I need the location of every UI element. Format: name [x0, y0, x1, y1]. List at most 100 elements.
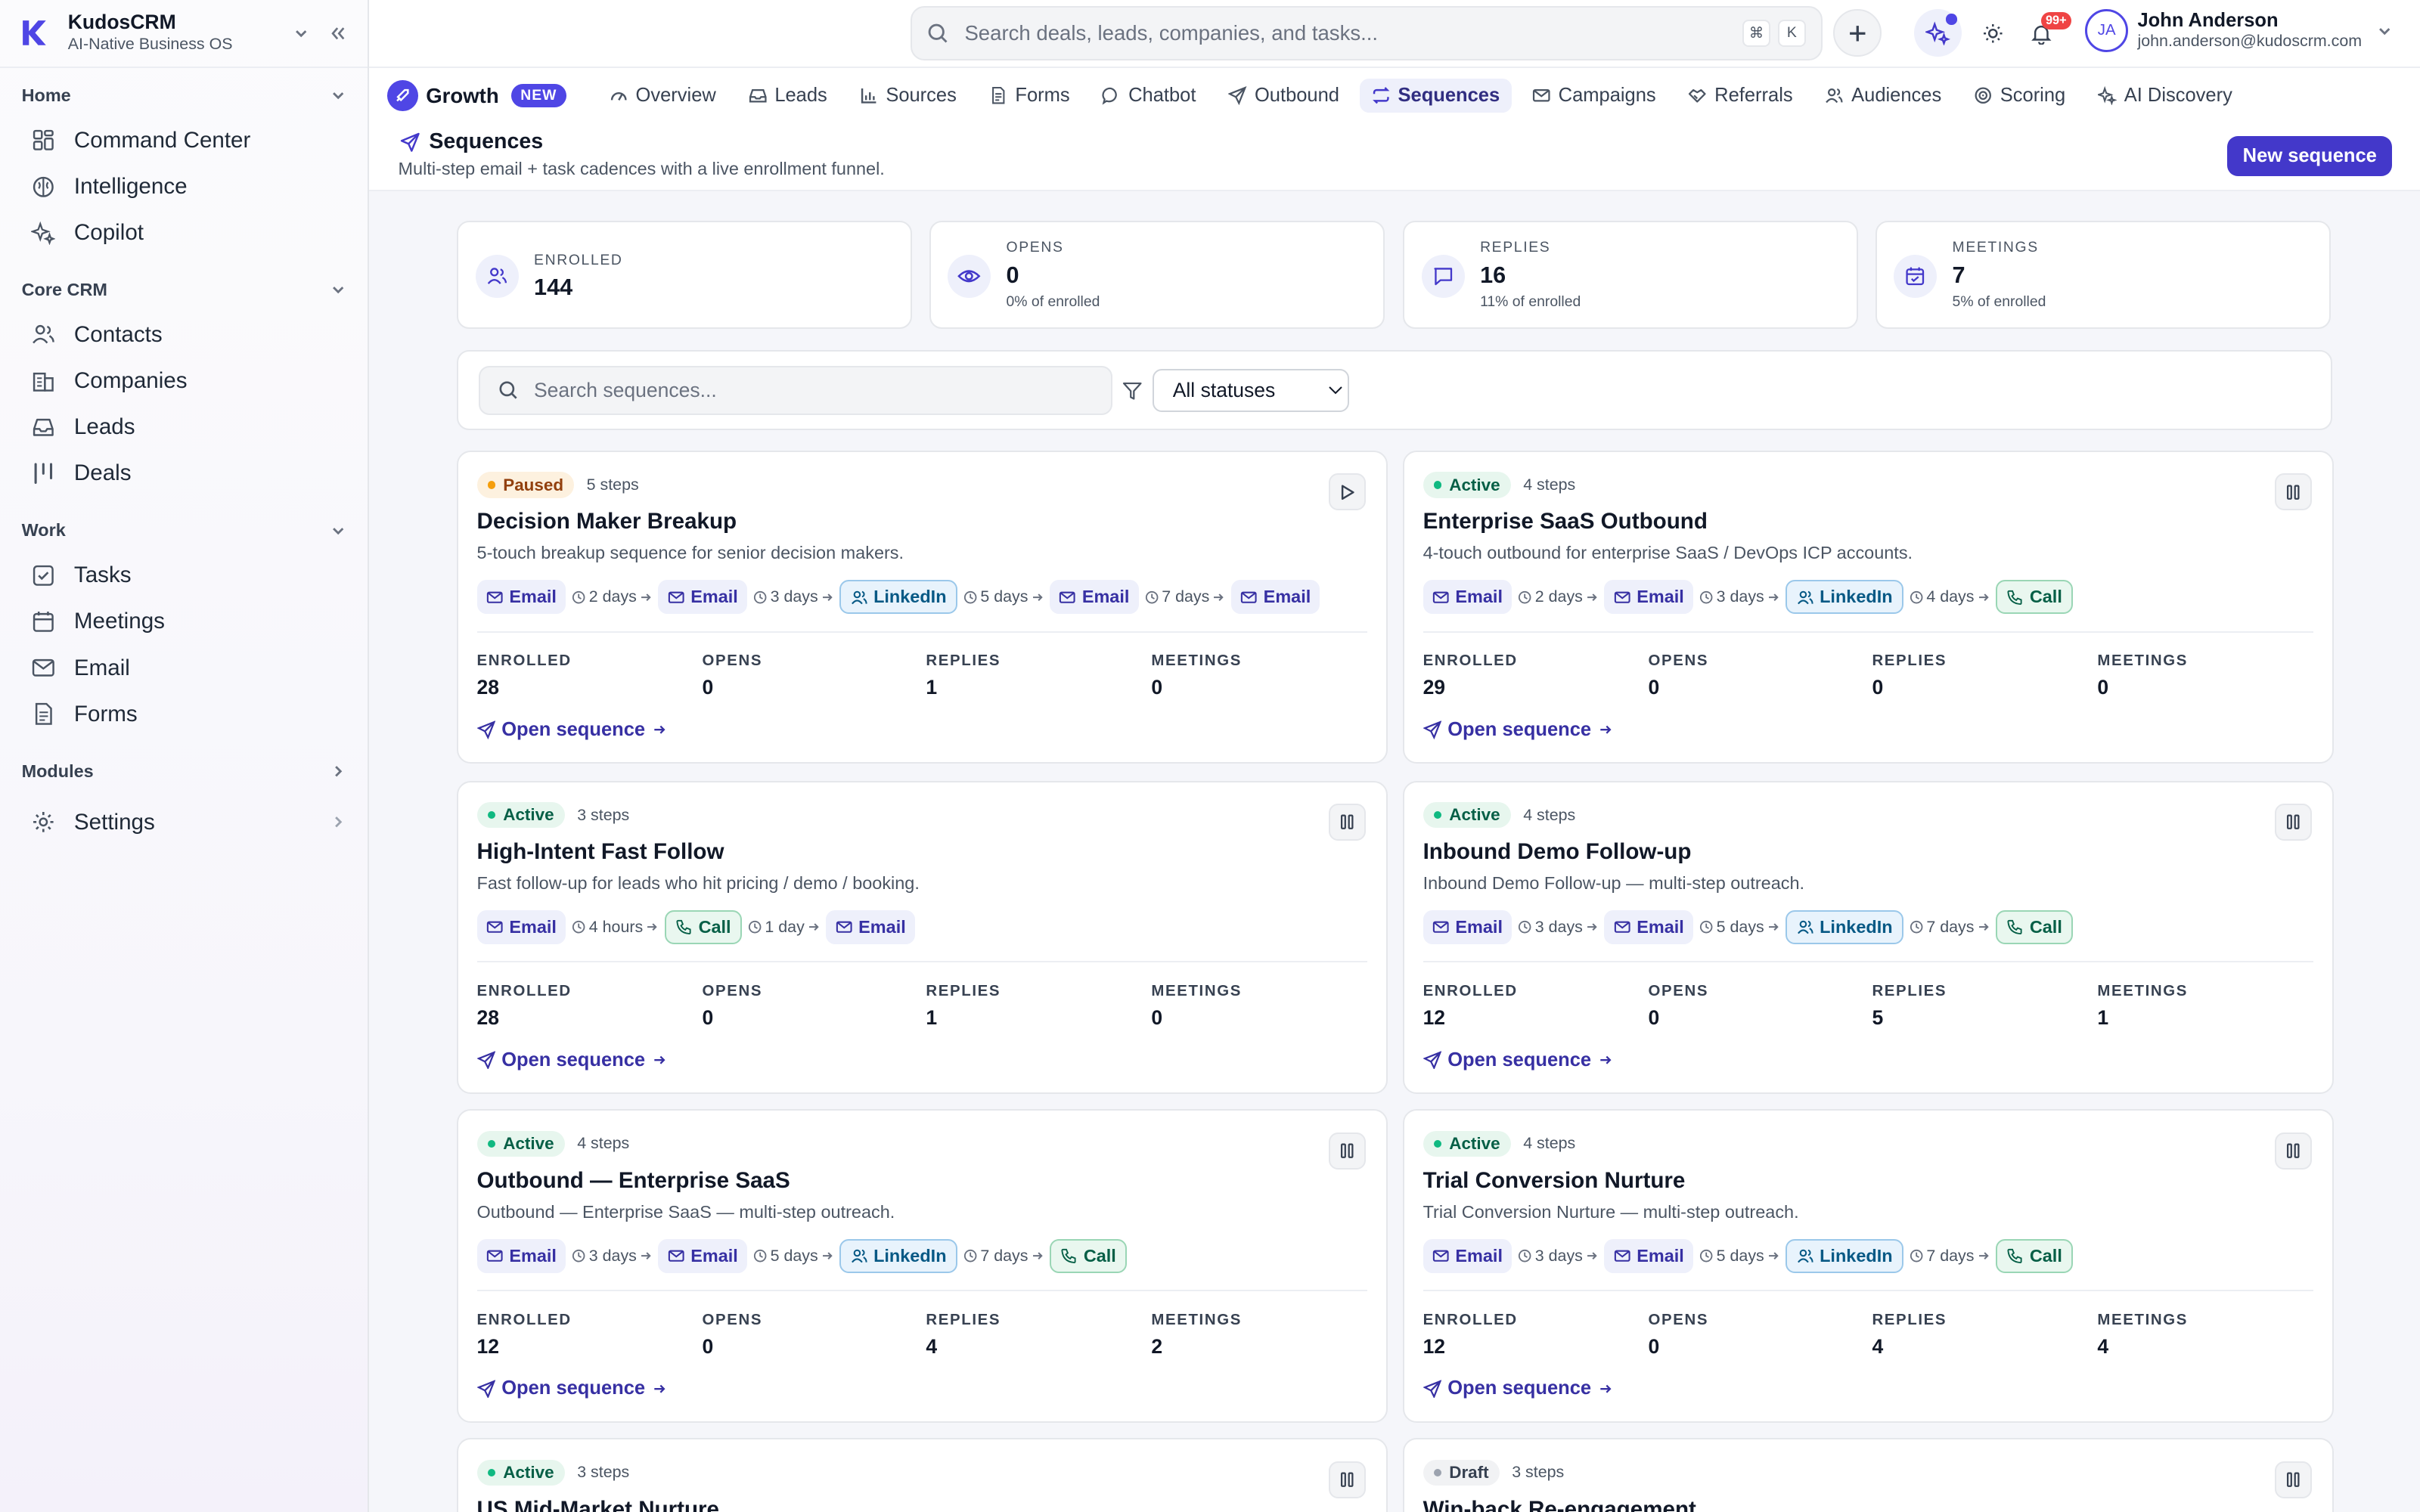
chevron-down-icon [330, 282, 346, 297]
pause-sequence-button[interactable] [2275, 473, 2313, 511]
metric-label: OPENS [1648, 652, 1709, 670]
sequence-title[interactable]: High-Intent Fast Follow [476, 839, 724, 865]
tab-referrals[interactable]: Referrals [1676, 79, 1805, 113]
sidebar-item-tasks[interactable]: Tasks [22, 552, 346, 598]
tab-forms[interactable]: Forms [976, 79, 1082, 113]
pause-sequence-button[interactable] [1329, 1461, 1367, 1498]
pause-sequence-button[interactable] [2275, 1461, 2313, 1498]
tab-label: Overview [635, 85, 716, 107]
open-sequence-link[interactable]: Open sequence [476, 1377, 667, 1399]
sequence-title[interactable]: Enterprise SaaS Outbound [1423, 509, 1708, 534]
tab-outbound[interactable]: Outbound [1216, 79, 1351, 113]
sequence-steps: Email 4 hours Call 1 day Email [476, 910, 915, 944]
tab-campaigns[interactable]: Campaigns [1520, 79, 1668, 113]
tab-leads[interactable]: Leads [736, 79, 839, 113]
tab-ai-discovery[interactable]: AI Discovery [2086, 79, 2245, 113]
theme-toggle-button[interactable] [1969, 9, 2017, 57]
sidebar-item-leads[interactable]: Leads [22, 404, 346, 451]
sidebar-item-deals[interactable]: Deals [22, 451, 346, 497]
sidebar-item-settings[interactable]: Settings [22, 799, 346, 845]
arrow-right-icon [640, 1250, 652, 1262]
sidebar-item-contacts[interactable]: Contacts [22, 311, 346, 358]
notifications-button[interactable]: 99+ [2017, 9, 2071, 57]
sequence-title[interactable]: US Mid-Market Nurture [476, 1496, 720, 1512]
status-badge: Draft [1423, 1459, 1500, 1486]
sequence-title[interactable]: Inbound Demo Follow-up [1423, 839, 1692, 865]
new-sequence-button[interactable]: New sequence [2227, 135, 2393, 176]
resume-sequence-button[interactable] [1329, 473, 1367, 511]
clock-icon [1518, 1249, 1531, 1263]
step-delay-text: 3 days [770, 587, 818, 606]
sequence-search-input[interactable] [533, 378, 1093, 402]
sidebar-item-email[interactable]: Email [22, 645, 346, 691]
phone-icon [2006, 1247, 2030, 1264]
phone-icon [1060, 1247, 1084, 1264]
ai-indicator-dot [1946, 14, 1957, 25]
stat-value: 0 [1006, 262, 1019, 288]
open-sequence-link[interactable]: Open sequence [1423, 1377, 1613, 1399]
sidebar-item-copilot[interactable]: Copilot [22, 210, 346, 256]
step-type: Email [1081, 587, 1130, 607]
workspace-switcher-chevron-icon[interactable] [287, 20, 315, 48]
sidebar-item-forms[interactable]: Forms [22, 691, 346, 737]
tab-sequences[interactable]: Sequences [1359, 79, 1512, 113]
open-sequence-link[interactable]: Open sequence [1423, 1049, 1613, 1071]
open-sequence-link[interactable]: Open sequence [1423, 719, 1613, 741]
metric-label: MEETINGS [1151, 982, 1242, 999]
growth-tab-bar: Growth NEW Overview Leads Sources Forms … [368, 67, 2420, 124]
step-type: Call [2029, 587, 2062, 607]
sequence-card[interactable]: Paused 5 steps Decision Maker Breakup 5-… [457, 450, 1388, 764]
global-search-input[interactable] [964, 20, 1735, 45]
user-menu[interactable]: JA John Anderson john.anderson@kudoscrm.… [2085, 9, 2393, 53]
sequence-card[interactable]: Active 4 steps Outbound — Enterprise Saa… [457, 1109, 1388, 1423]
pause-icon [2284, 1142, 2302, 1160]
sequence-card[interactable]: Active 3 steps US Mid-Market Nurture [457, 1438, 1388, 1512]
stat-value: 7 [1952, 262, 1965, 288]
pause-sequence-button[interactable] [2275, 804, 2313, 841]
sequence-search[interactable] [478, 365, 1113, 415]
open-sequence-link[interactable]: Open sequence [476, 1049, 667, 1071]
sidebar-section-2[interactable]: Work [22, 516, 346, 547]
pause-sequence-button[interactable] [2275, 1132, 2313, 1170]
step-delay: 5 days [753, 1247, 833, 1266]
quick-add-button[interactable] [1833, 9, 1882, 57]
sidebar-item-command-center[interactable]: Command Center [22, 117, 346, 163]
sequence-card[interactable]: Active 4 steps Trial Conversion Nurture … [1403, 1109, 2334, 1423]
global-search[interactable]: ⌘ K [911, 6, 1823, 60]
sidebar-item-companies[interactable]: Companies [22, 358, 346, 404]
tab-label: Sequences [1398, 85, 1500, 107]
sequence-title[interactable]: Win-back Re-engagement [1423, 1496, 1696, 1512]
sidebar-item-label: Intelligence [73, 173, 188, 199]
sequence-card[interactable]: Active 4 steps Inbound Demo Follow-up In… [1403, 780, 2334, 1094]
tab-overview[interactable]: Overview [597, 79, 729, 113]
open-sequence-label: Open sequence [1447, 1049, 1592, 1070]
sequence-card[interactable]: Draft 3 steps Win-back Re-engagement [1403, 1438, 2334, 1512]
sequence-card[interactable]: Active 4 steps Enterprise SaaS Outbound … [1403, 450, 2334, 764]
sequence-card[interactable]: Active 3 steps High-Intent Fast Follow F… [457, 780, 1388, 1094]
sequence-title[interactable]: Trial Conversion Nurture [1423, 1167, 1686, 1193]
arrow-right-icon [1032, 591, 1044, 603]
metric-replies: REPLIES 1 [926, 983, 1001, 1030]
status-filter-select[interactable]: All statuses [1153, 368, 1349, 412]
sequence-title[interactable]: Outbound — Enterprise SaaS [476, 1167, 790, 1193]
tab-audiences[interactable]: Audiences [1813, 79, 1953, 113]
pause-sequence-button[interactable] [1329, 804, 1367, 841]
pause-sequence-button[interactable] [1329, 1132, 1367, 1170]
metric-enrolled: ENROLLED 28 [477, 652, 572, 699]
step-type: Email [509, 587, 557, 607]
tab-sources[interactable]: Sources [847, 79, 969, 113]
sidebar-item-label: Copilot [73, 220, 144, 246]
sequence-title[interactable]: Decision Maker Breakup [476, 509, 737, 534]
sidebar-item-intelligence[interactable]: Intelligence [22, 163, 346, 209]
collapse-sidebar-icon[interactable] [324, 20, 352, 48]
tab-chatbot[interactable]: Chatbot [1090, 79, 1208, 113]
sidebar-section-1[interactable]: Core CRM [22, 274, 346, 305]
stat-card-opens: OPENS 0 0% of enrolled [929, 220, 1385, 329]
open-sequence-link[interactable]: Open sequence [476, 719, 667, 741]
tab-scoring[interactable]: Scoring [1962, 79, 2078, 113]
sidebar-section-3[interactable]: Modules [22, 756, 346, 787]
sidebar-item-meetings[interactable]: Meetings [22, 599, 346, 645]
sidebar-section-0[interactable]: Home [22, 80, 346, 111]
metric-enrolled: ENROLLED 29 [1423, 652, 1518, 699]
ai-assistant-button[interactable] [1913, 9, 1962, 57]
